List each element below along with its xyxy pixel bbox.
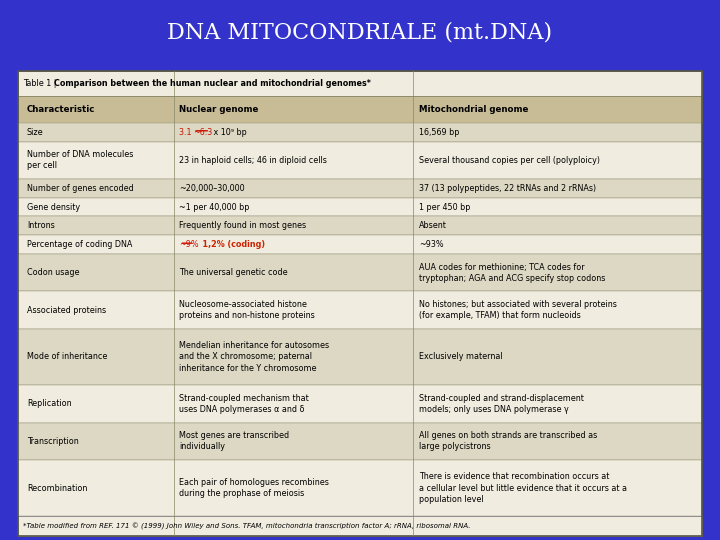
Text: Mitochondrial genome: Mitochondrial genome — [419, 105, 528, 114]
Text: Replication: Replication — [27, 399, 71, 408]
Text: ~1 per 40,000 bp: ~1 per 40,000 bp — [179, 202, 250, 212]
Text: Most genes are transcribed
individually: Most genes are transcribed individually — [179, 431, 289, 451]
Text: Mendelian inheritance for autosomes
and the X chromosome; paternal
inheritance f: Mendelian inheritance for autosomes and … — [179, 341, 330, 373]
Text: Number of DNA molecules
per cell: Number of DNA molecules per cell — [27, 150, 133, 170]
Text: 1,2% (coding): 1,2% (coding) — [197, 240, 265, 249]
Text: Absent: Absent — [419, 221, 446, 231]
Text: DNA MITOCONDRIALE (mt.DNA): DNA MITOCONDRIALE (mt.DNA) — [168, 21, 552, 43]
Text: 23 in haploid cells; 46 in diploid cells: 23 in haploid cells; 46 in diploid cells — [179, 156, 328, 165]
Bar — [18, 71, 702, 96]
Text: The universal genetic code: The universal genetic code — [179, 268, 288, 277]
Bar — [18, 329, 702, 385]
Text: Recombination: Recombination — [27, 483, 87, 492]
Text: Several thousand copies per cell (polyploicy): Several thousand copies per cell (polypl… — [419, 156, 600, 165]
Text: ~20,000–30,000: ~20,000–30,000 — [179, 184, 245, 193]
Bar — [18, 123, 702, 141]
Bar — [18, 217, 702, 235]
Text: 1 per 450 bp: 1 per 450 bp — [419, 202, 470, 212]
Bar — [18, 235, 702, 254]
Bar — [18, 254, 702, 292]
Bar — [18, 96, 702, 123]
Text: Strand-coupled mechanism that
uses DNA polymerases α and δ: Strand-coupled mechanism that uses DNA p… — [179, 394, 309, 414]
Bar — [18, 141, 702, 179]
Text: Strand-coupled and strand-displacement
models; only uses DNA polymerase γ: Strand-coupled and strand-displacement m… — [419, 394, 584, 414]
Text: No histones; but associated with several proteins
(for example, TFAM) that form : No histones; but associated with several… — [419, 300, 617, 320]
Text: Frequently found in most genes: Frequently found in most genes — [179, 221, 307, 231]
Bar — [18, 422, 702, 460]
Bar — [18, 198, 702, 217]
Bar — [18, 179, 702, 198]
Text: *Table modified from REF. 171 © (1999) John Wiley and Sons. TFAM, mitochondria t: *Table modified from REF. 171 © (1999) J… — [24, 522, 471, 530]
Text: There is evidence that recombination occurs at
a cellular level but little evide: There is evidence that recombination occ… — [419, 472, 627, 504]
Text: Associated proteins: Associated proteins — [27, 306, 106, 315]
Text: Nucleosome-associated histone
proteins and non-histone proteins: Nucleosome-associated histone proteins a… — [179, 300, 315, 320]
Text: Number of genes encoded: Number of genes encoded — [27, 184, 134, 193]
Text: All genes on both strands are transcribed as
large polycistrons: All genes on both strands are transcribe… — [419, 431, 597, 451]
Text: ~6.3: ~6.3 — [193, 127, 212, 137]
Text: Comparison between the human nuclear and mitochondrial genomes*: Comparison between the human nuclear and… — [53, 79, 371, 88]
Text: ~93%: ~93% — [419, 240, 444, 249]
Text: Characteristic: Characteristic — [27, 105, 95, 114]
Text: Introns: Introns — [27, 221, 55, 231]
Text: AUA codes for methionine; TCA codes for
tryptophan; AGA and ACG specify stop cod: AUA codes for methionine; TCA codes for … — [419, 262, 606, 283]
Bar — [18, 460, 702, 516]
Text: 37 (13 polypeptides, 22 tRNAs and 2 rRNAs): 37 (13 polypeptides, 22 tRNAs and 2 rRNA… — [419, 184, 596, 193]
Text: 16,569 bp: 16,569 bp — [419, 127, 459, 137]
Text: Each pair of homologues recombines
during the prophase of meiosis: Each pair of homologues recombines durin… — [179, 478, 329, 498]
Text: Nuclear genome: Nuclear genome — [179, 105, 258, 114]
Bar — [18, 292, 702, 329]
Text: Percentage of coding DNA: Percentage of coding DNA — [27, 240, 132, 249]
Text: Size: Size — [27, 127, 43, 137]
Bar — [18, 385, 702, 422]
Text: 3.1: 3.1 — [179, 127, 194, 137]
Text: Codon usage: Codon usage — [27, 268, 79, 277]
Text: Exclusively maternal: Exclusively maternal — [419, 353, 503, 361]
Text: ~9%: ~9% — [179, 240, 199, 249]
Text: x 10⁹ bp: x 10⁹ bp — [211, 127, 247, 137]
Text: Table 1 |: Table 1 | — [24, 79, 59, 88]
Text: Transcription: Transcription — [27, 437, 78, 445]
Text: Gene density: Gene density — [27, 202, 80, 212]
Text: Mode of inheritance: Mode of inheritance — [27, 353, 107, 361]
Bar — [18, 516, 702, 536]
